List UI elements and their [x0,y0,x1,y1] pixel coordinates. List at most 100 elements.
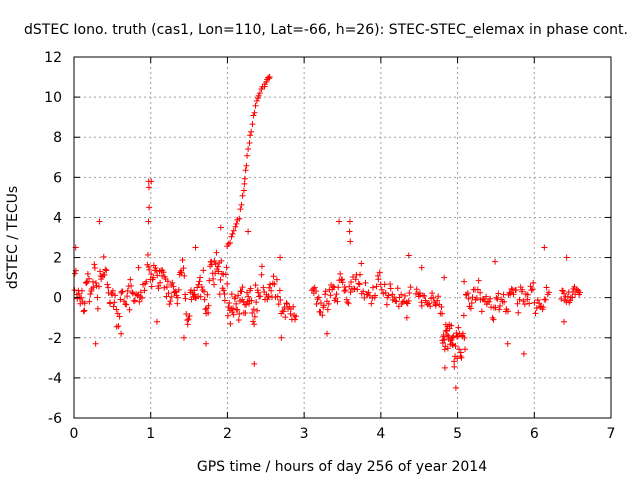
data-point [421,292,428,299]
data-point [230,311,237,318]
data-point [319,312,326,319]
data-point [558,295,565,302]
data-point [457,349,464,356]
data-point [111,299,118,306]
data-point [247,285,254,292]
data-point [524,291,531,298]
data-point [513,287,520,294]
data-point [242,310,249,317]
x-tick-label: 0 [70,426,79,442]
data-point [569,294,576,301]
data-point [220,287,227,294]
data-point [333,291,340,298]
data-points [71,74,583,391]
data-point [183,310,190,317]
data-point [393,298,400,305]
data-point [520,350,527,357]
data-point [163,293,170,300]
data-point [232,223,239,230]
data-point [128,282,135,289]
x-tick-label: 5 [453,426,462,442]
data-point [496,306,503,313]
data-point [197,274,204,281]
data-point [391,294,398,301]
data-point [241,175,248,182]
data-point [454,333,461,340]
data-point [100,253,107,260]
data-point [170,283,177,290]
data-point [227,320,234,327]
data-point [228,291,235,298]
data-point [543,284,550,291]
data-point [406,289,413,296]
x-tick-label: 4 [376,426,385,442]
data-point [71,270,78,277]
data-point [251,109,258,116]
data-point [324,306,331,313]
data-point [148,270,155,277]
data-point [469,294,476,301]
data-point [510,291,517,298]
data-point [230,305,237,312]
data-point [86,275,93,282]
data-point [442,328,449,335]
data-point [405,297,412,304]
data-point [346,218,353,225]
data-point [283,300,290,307]
data-point [274,293,281,300]
data-point [86,298,93,305]
data-point [322,288,329,295]
data-point [87,290,94,297]
y-tick-label: 2 [53,251,62,267]
data-point [250,306,257,313]
data-point [198,283,205,290]
data-point [449,341,456,348]
data-point [205,302,212,309]
data-point [330,283,337,290]
data-point [468,299,475,306]
data-point [444,332,451,339]
data-point [161,284,168,291]
data-point [435,293,442,300]
data-point [347,289,354,296]
data-point [143,278,150,285]
data-point [452,343,459,350]
data-point [160,269,167,276]
data-point [448,322,455,329]
data-point [235,317,242,324]
data-point [169,279,176,286]
data-point [229,230,236,237]
data-point [211,281,218,288]
data-point [98,276,105,283]
data-point [244,289,251,296]
data-point [194,284,201,291]
data-point [451,358,458,365]
data-point [145,178,152,185]
data-point [461,278,468,285]
data-point [213,249,220,256]
data-point [258,263,265,270]
data-point [495,290,502,297]
data-point [467,305,474,312]
data-point [506,289,513,296]
data-point [352,276,359,283]
data-point [110,303,117,310]
data-point [180,265,187,272]
data-point [150,274,157,281]
data-point [81,300,88,307]
data-point [449,341,456,348]
data-point [80,308,87,315]
data-point [201,288,208,295]
data-point [434,297,441,304]
data-point [368,300,375,307]
data-point [455,324,462,331]
data-point [278,334,285,341]
data-point [418,302,425,309]
data-point [560,287,567,294]
data-point [378,286,385,293]
data-point [576,289,583,296]
data-point [248,297,255,304]
data-point [145,218,152,225]
data-point [540,304,547,311]
